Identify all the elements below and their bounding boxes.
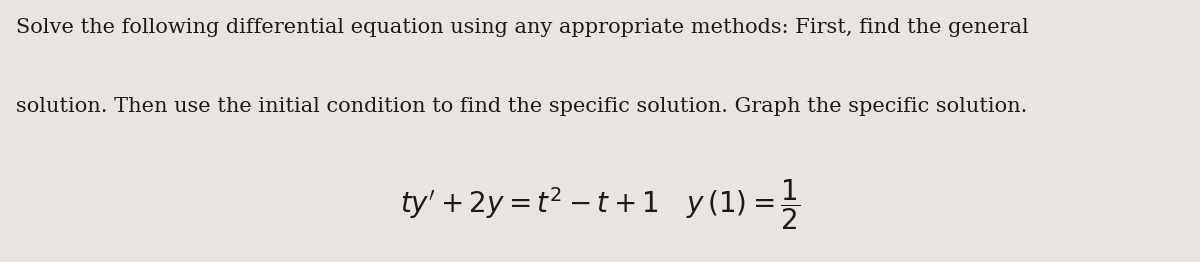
Text: Solve the following differential equation using any appropriate methods: First, : Solve the following differential equatio… [16,18,1028,37]
Text: $ty' + 2y = t^2 - t + 1 \quad y\,(1) = \dfrac{1}{2}$: $ty' + 2y = t^2 - t + 1 \quad y\,(1) = \… [400,177,800,232]
Text: solution. Then use the initial condition to find the specific solution. Graph th: solution. Then use the initial condition… [16,97,1027,116]
